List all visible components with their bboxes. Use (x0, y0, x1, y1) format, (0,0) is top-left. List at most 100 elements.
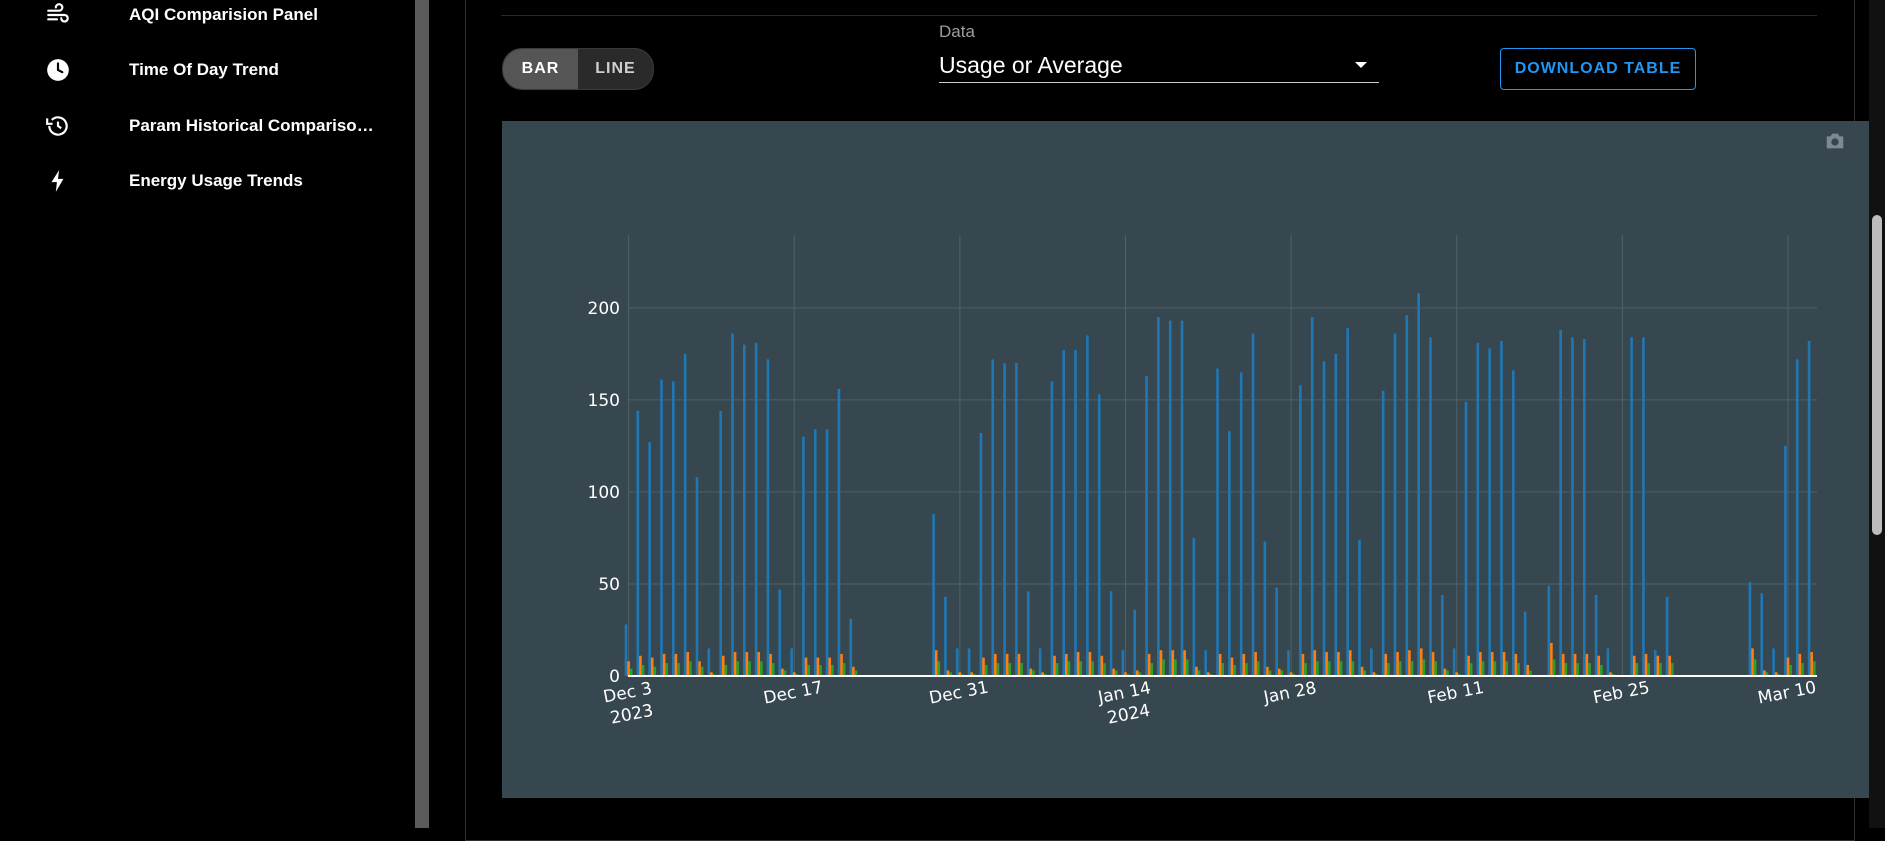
bar (1644, 653, 1648, 676)
sidebar-scrollbar[interactable] (415, 0, 429, 828)
bar (994, 653, 997, 676)
sidebar-item-label: Energy Usage Trends (129, 171, 303, 190)
bar (754, 342, 758, 676)
bar (1398, 661, 1402, 676)
bar (1003, 363, 1006, 676)
bar (689, 661, 692, 676)
bar (1630, 337, 1633, 676)
bar (1751, 648, 1754, 676)
sidebar-item-energy-usage-trends[interactable]: Energy Usage Trends (0, 161, 415, 201)
bar (1529, 670, 1532, 676)
bar (1381, 390, 1385, 676)
sidebar-item-time-of-day-trend[interactable]: Time Of Day Trend (0, 50, 415, 90)
bar (1088, 652, 1092, 676)
sidebar-item-param-historical-comparison[interactable]: Param Historical Compariso… (0, 106, 415, 146)
bar (1322, 361, 1326, 676)
bar (1441, 595, 1444, 676)
page-scrollbar-thumb[interactable] (1872, 215, 1882, 535)
bar (1145, 375, 1148, 676)
x-tick-label-group: Dec 31 (928, 678, 991, 709)
bar (1017, 653, 1021, 676)
bar (1337, 652, 1340, 676)
bar (1372, 672, 1376, 676)
bar (1455, 672, 1459, 676)
data-select-field[interactable]: Usage or Average (939, 48, 1379, 83)
bar (1280, 670, 1284, 676)
bar (1032, 670, 1035, 676)
bar (1100, 655, 1104, 676)
bar (1488, 348, 1491, 676)
bar (1038, 648, 1042, 676)
bar (1481, 661, 1485, 676)
bar (1753, 659, 1757, 676)
x-tick-label: Jan 28 (1261, 678, 1318, 708)
bar (1360, 666, 1364, 676)
x-tick-label-group: Feb 11 (1426, 678, 1486, 709)
bar (1464, 401, 1468, 676)
sidebar-item-label: AQI Comparision Panel (129, 5, 318, 24)
bar (1419, 648, 1423, 676)
bar (828, 657, 832, 676)
bar (1233, 664, 1236, 676)
bar (1221, 663, 1225, 676)
bar (1789, 664, 1792, 676)
bar (1642, 337, 1645, 676)
bar (1183, 650, 1186, 676)
bar (698, 661, 701, 676)
bar (1109, 591, 1113, 676)
bar (1086, 335, 1089, 676)
bar (967, 648, 971, 676)
download-table-button[interactable]: DOWNLOAD TABLE (1500, 48, 1696, 90)
bar (1180, 320, 1184, 676)
bar (1446, 670, 1449, 676)
bar (1363, 670, 1367, 676)
bar (700, 666, 704, 676)
bar (1671, 663, 1674, 676)
sidebar-item-aqi-comparision-panel[interactable]: AQI Comparision Panel (0, 0, 415, 35)
bar (1197, 670, 1201, 676)
bar (1523, 611, 1527, 676)
bar (1136, 670, 1139, 676)
bar (1668, 655, 1672, 676)
bar (760, 661, 763, 676)
lightning-bolt-icon (44, 167, 72, 195)
bar (1434, 661, 1437, 676)
bar (1015, 363, 1018, 676)
bar (1327, 661, 1331, 676)
bar (748, 661, 751, 676)
bar (660, 379, 663, 676)
bar (1026, 591, 1030, 676)
bar (1417, 293, 1420, 676)
bar (1774, 672, 1778, 676)
bar (790, 648, 793, 676)
line-toggle-button[interactable]: LINE (595, 60, 636, 77)
bar (1277, 668, 1281, 676)
bar (1653, 650, 1657, 676)
bar (837, 388, 841, 676)
wind-icon (44, 1, 72, 29)
sidebar-item-label: Time Of Day Trend (129, 60, 279, 79)
x-tick-label: Dec 31 (928, 678, 991, 709)
bar (1138, 672, 1142, 676)
bar (624, 624, 628, 676)
bar (1067, 661, 1071, 676)
bar (991, 359, 995, 676)
bar-toggle-button[interactable]: BAR (503, 49, 578, 89)
data-select-value: Usage or Average (939, 51, 1123, 78)
bar (1162, 659, 1165, 676)
bar (1559, 329, 1562, 676)
history-icon (44, 112, 72, 140)
bar (1228, 431, 1231, 676)
chart-type-toggle: BAR LINE (502, 48, 654, 90)
bar (1564, 663, 1568, 676)
bar (949, 672, 952, 676)
bar (1606, 648, 1610, 676)
sidebar: AQI Comparision Panel Time Of Day Trend … (0, 0, 415, 828)
camera-icon[interactable] (1820, 126, 1850, 156)
bar (816, 657, 820, 676)
bar (1174, 659, 1177, 676)
bar (1585, 653, 1589, 676)
bar (1062, 350, 1066, 676)
bar (1384, 653, 1388, 676)
